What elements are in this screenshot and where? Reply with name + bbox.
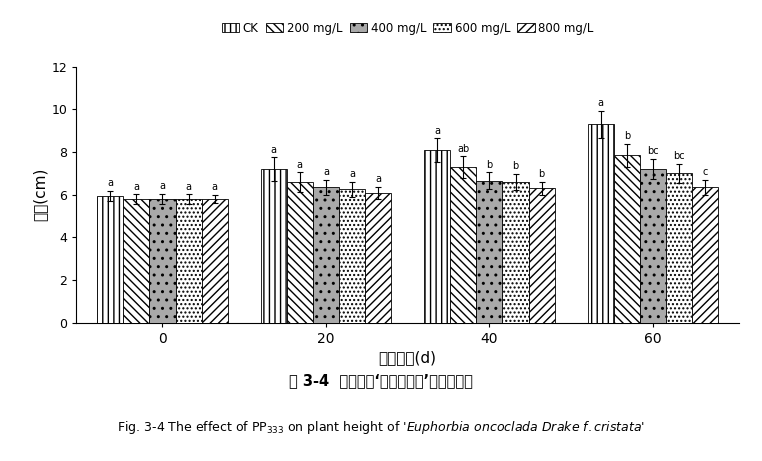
- Text: a: a: [271, 145, 277, 155]
- Bar: [588, 124, 613, 323]
- Text: a: a: [323, 167, 329, 177]
- Text: a: a: [375, 174, 381, 184]
- Bar: [666, 173, 692, 323]
- Bar: [424, 150, 450, 323]
- Text: a: a: [133, 182, 139, 192]
- Text: b: b: [539, 169, 545, 179]
- Y-axis label: 株高(cm): 株高(cm): [32, 168, 47, 221]
- Text: a: a: [434, 126, 440, 136]
- Text: a: a: [107, 178, 114, 188]
- X-axis label: 处理天数(d): 处理天数(d): [379, 350, 437, 365]
- Text: ab: ab: [457, 144, 469, 154]
- Bar: [529, 189, 555, 323]
- Bar: [476, 181, 502, 323]
- Text: Fig. 3-4 The effect of PP$_{\mathregular{333}}$ on plant height of '$\it{Euphorb: Fig. 3-4 The effect of PP$_{\mathregular…: [117, 420, 645, 436]
- Bar: [613, 155, 640, 323]
- Text: a: a: [597, 98, 604, 108]
- Text: 图 3-4  多效唑对‘膨珊瑚缀化’株高的影响: 图 3-4 多效唑对‘膨珊瑚缀化’株高的影响: [289, 373, 473, 388]
- Text: a: a: [159, 181, 165, 191]
- Text: b: b: [623, 131, 630, 141]
- Text: b: b: [486, 160, 492, 170]
- Text: a: a: [186, 182, 191, 192]
- Bar: [123, 199, 149, 323]
- Text: c: c: [703, 167, 708, 177]
- Bar: [450, 167, 476, 323]
- Legend: CK, 200 mg/L, 400 mg/L, 600 mg/L, 800 mg/L: CK, 200 mg/L, 400 mg/L, 600 mg/L, 800 mg…: [222, 22, 594, 35]
- Text: a: a: [212, 182, 218, 192]
- Text: bc: bc: [647, 147, 658, 156]
- Bar: [640, 169, 666, 323]
- Text: a: a: [349, 170, 355, 179]
- Bar: [339, 189, 365, 323]
- Bar: [692, 187, 718, 323]
- Bar: [98, 196, 123, 323]
- Bar: [175, 199, 202, 323]
- Text: a: a: [297, 160, 303, 170]
- Bar: [202, 199, 228, 323]
- Text: b: b: [512, 161, 519, 171]
- Bar: [149, 199, 175, 323]
- Bar: [502, 182, 529, 323]
- Bar: [261, 169, 287, 323]
- Bar: [365, 193, 391, 323]
- Text: bc: bc: [673, 151, 685, 161]
- Bar: [313, 187, 339, 323]
- Bar: [287, 182, 313, 323]
